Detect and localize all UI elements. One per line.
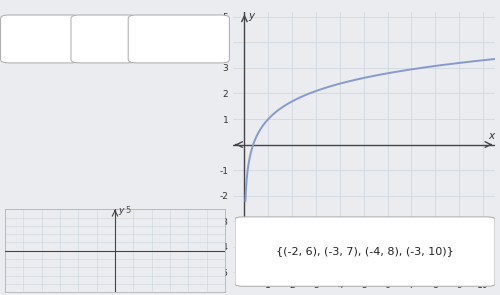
FancyBboxPatch shape	[128, 15, 230, 63]
Text: x = -3: x = -3	[23, 34, 57, 44]
Text: y = 10: y = 10	[86, 34, 122, 44]
FancyBboxPatch shape	[235, 217, 495, 286]
Text: 3x + 2x = 3: 3x + 2x = 3	[145, 34, 212, 44]
FancyBboxPatch shape	[0, 15, 80, 63]
FancyBboxPatch shape	[71, 15, 137, 63]
Text: {(-2, 6), (-3, 7), (-4, 8), (-3, 10)}: {(-2, 6), (-3, 7), (-4, 8), (-3, 10)}	[276, 246, 454, 256]
Text: x: x	[488, 131, 494, 141]
Text: y: y	[118, 206, 123, 215]
Text: 5: 5	[125, 206, 130, 215]
Text: y: y	[248, 11, 255, 21]
